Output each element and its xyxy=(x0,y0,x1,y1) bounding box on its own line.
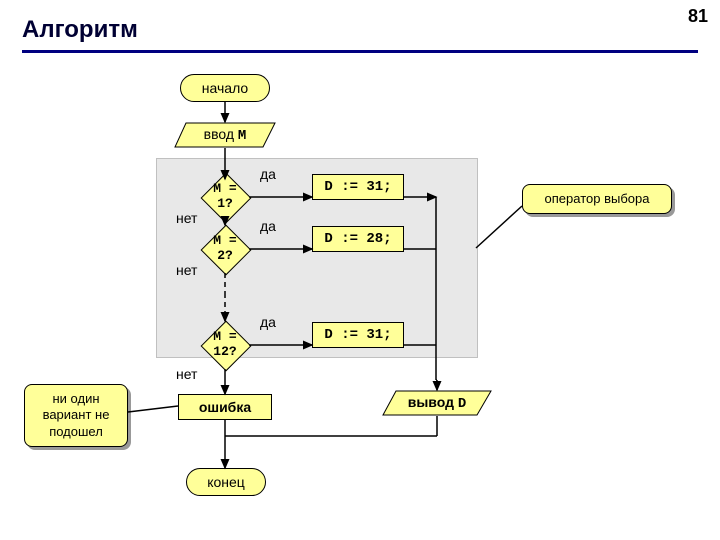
no-label-2: нет xyxy=(176,262,197,278)
input-label: ввод M xyxy=(174,122,276,148)
assign-d31-a: D := 31; xyxy=(312,174,404,200)
output-node: вывод D xyxy=(382,390,492,416)
callout-no-match: ни одинвариант неподошел xyxy=(24,384,128,447)
input-node: ввод M xyxy=(174,122,276,148)
page-number: 81 xyxy=(688,6,708,27)
end-node: конец xyxy=(186,468,266,496)
yes-label-2: да xyxy=(260,218,276,234)
page-title: Алгоритм xyxy=(22,16,138,44)
yes-label-1: да xyxy=(260,166,276,182)
yes-label-3: да xyxy=(260,314,276,330)
assign-d28: D := 28; xyxy=(312,226,404,252)
assign-d31-b: D := 31; xyxy=(312,322,404,348)
error-node: ошибка xyxy=(178,394,272,420)
no-label-1: нет xyxy=(176,210,197,226)
title-underline xyxy=(22,50,698,53)
no-label-3: нет xyxy=(176,366,197,382)
callout-selection-operator: оператор выбора xyxy=(522,184,672,214)
start-node: начало xyxy=(180,74,270,102)
output-label: вывод D xyxy=(382,390,492,416)
